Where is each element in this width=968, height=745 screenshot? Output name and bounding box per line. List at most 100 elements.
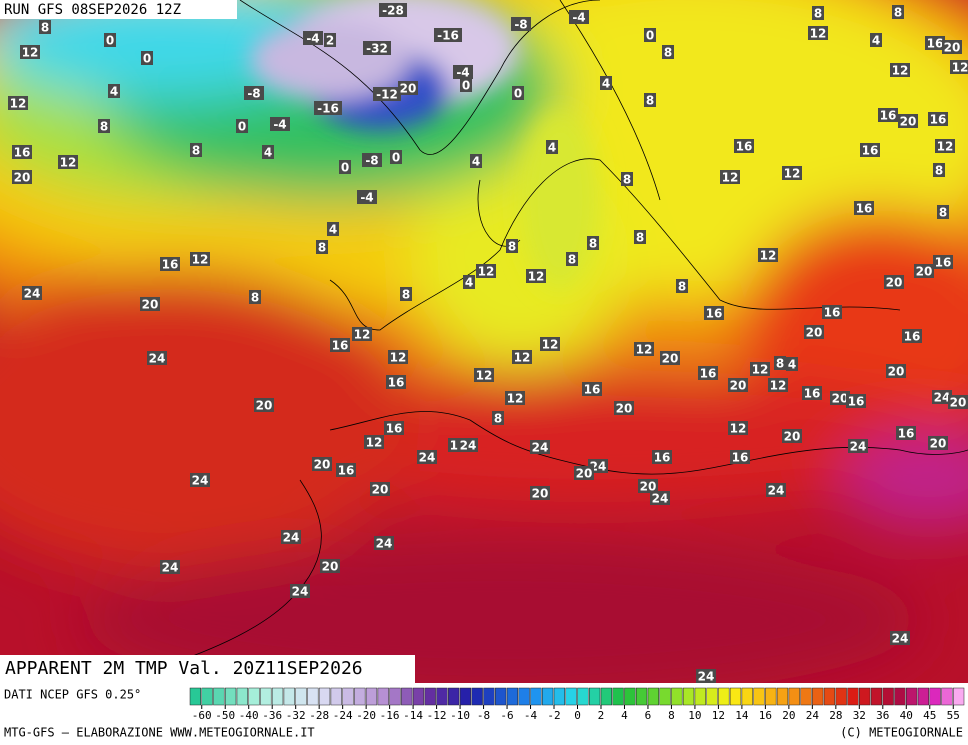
label-box — [357, 190, 377, 204]
label-box — [384, 421, 404, 435]
label-box — [644, 93, 656, 107]
contour-label: 4 — [472, 155, 480, 169]
colorbar-tick-label: 14 — [735, 709, 749, 722]
colorbar-tick-label: 40 — [900, 709, 913, 722]
colorbar-tick-label: -16 — [380, 709, 400, 722]
contour-label: 12 — [60, 156, 77, 170]
colorbar-swatch — [295, 687, 307, 706]
label-box — [505, 391, 525, 405]
label-box — [766, 483, 786, 497]
contour-label: 8 — [494, 412, 502, 426]
label-box — [935, 139, 955, 153]
contour-label: 12 — [770, 379, 787, 393]
contour-label: -4 — [572, 11, 585, 25]
colorbar-swatch — [647, 687, 659, 706]
contour-label: 16 — [386, 422, 403, 436]
label-box — [540, 337, 560, 351]
label-box — [339, 160, 351, 174]
colorbar-swatch — [929, 687, 941, 706]
colorbar-tick-label: 36 — [876, 709, 889, 722]
colorbar-tick-label: 10 — [688, 709, 701, 722]
contour-label: 12 — [192, 253, 209, 267]
contour-label: 20 — [532, 487, 549, 501]
contour-label: -4 — [360, 191, 373, 205]
label-box — [569, 10, 589, 24]
label-box — [290, 584, 310, 598]
label-box — [386, 375, 406, 389]
colorbar-swatch — [671, 687, 683, 706]
colorbar-swatch — [917, 687, 930, 706]
label-box — [281, 530, 301, 544]
colorbar-swatch — [201, 687, 213, 706]
label-box — [758, 248, 778, 262]
colorbar: -60 -50 -40 -36 -32 -28 -24 -20 -16 -14 -12 -10 -8 -6… — [189, 687, 965, 722]
label-box — [634, 230, 646, 244]
label-box — [12, 170, 32, 184]
contour-label: 20 — [616, 402, 633, 416]
colorbar-swatch — [542, 687, 554, 706]
contour-label: 8 — [664, 46, 672, 60]
contour-label: 20 — [256, 399, 273, 413]
contour-label: -16 — [437, 29, 459, 43]
label-box — [890, 631, 910, 645]
contour-label: 16 — [935, 256, 952, 270]
colorbar-swatch — [953, 687, 965, 706]
colorbar-tick-label: 32 — [853, 709, 866, 722]
contour-label: 20 — [806, 326, 823, 340]
label-box — [808, 26, 828, 40]
contour-label: 20 — [832, 392, 849, 406]
colorbar-swatch — [518, 687, 530, 706]
label-box — [312, 457, 332, 471]
label-box — [512, 86, 524, 100]
contour-label: 12 — [476, 369, 493, 383]
label-box — [720, 170, 740, 184]
contour-label: 4 — [788, 358, 796, 372]
copyright-label: (C) METEOGIORNALE — [840, 726, 963, 740]
colorbar-swatch — [694, 687, 706, 706]
contour-label: 12 — [892, 64, 909, 78]
contour-label: 20 — [950, 396, 967, 410]
contour-label: 8 — [100, 120, 108, 134]
colorbar-tick-label: 55 — [947, 709, 960, 722]
contour-label: 12 — [810, 27, 827, 41]
contour-label: -28 — [382, 4, 404, 18]
label-box — [566, 252, 578, 266]
contour-label: 20 — [322, 560, 339, 574]
contour-label: 24 — [149, 352, 166, 366]
contour-label: 8 — [894, 6, 902, 20]
colorbar-swatch — [495, 687, 507, 706]
label-box — [316, 240, 328, 254]
label-box — [902, 329, 922, 343]
label-box — [750, 362, 770, 376]
colorbar-swatch — [224, 687, 237, 706]
contour-label: 24 — [698, 670, 715, 684]
contour-label: 20 — [900, 115, 917, 129]
contour-label: 24 — [652, 492, 669, 506]
contour-label: 12 — [478, 265, 495, 279]
colorbar-tick-label: 20 — [782, 709, 795, 722]
label-box — [928, 436, 948, 450]
label-box — [546, 140, 558, 154]
contour-label: 20 — [400, 82, 417, 96]
contour-label: 24 — [850, 440, 867, 454]
label-box — [388, 350, 408, 364]
label-box — [786, 357, 798, 371]
contour-label: -4 — [306, 32, 319, 46]
label-box — [848, 439, 868, 453]
title-box — [0, 655, 415, 683]
contour-label: 24 — [532, 441, 549, 455]
colorbar-swatch — [718, 687, 730, 706]
colorbar-swatch — [271, 687, 284, 706]
contour-label: 12 — [10, 97, 27, 111]
colorbar-swatch — [365, 687, 378, 706]
label-box — [928, 112, 948, 126]
colorbar-swatch — [389, 687, 401, 706]
colorbar-swatch — [260, 687, 272, 706]
label-box — [782, 429, 802, 443]
contour-label: -8 — [514, 18, 527, 32]
label-box — [704, 306, 724, 320]
label-box — [878, 108, 898, 122]
colorbar-tick-label: -60 — [192, 709, 212, 722]
label-box — [526, 269, 546, 283]
